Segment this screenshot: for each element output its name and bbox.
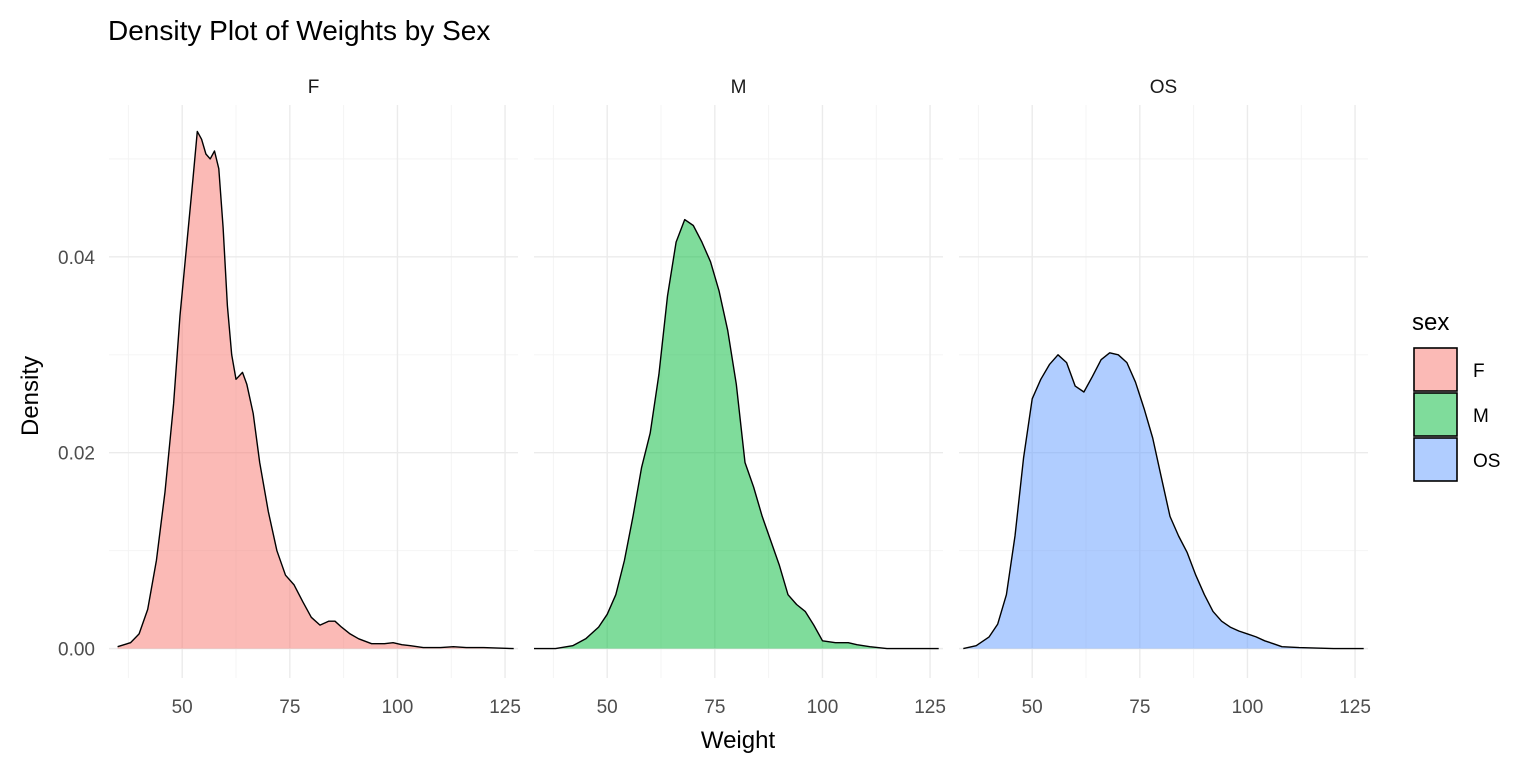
legend-key-m [1414, 393, 1457, 436]
facet-panel-m: M 50 75 100 125 [534, 77, 946, 718]
x-tick-label: 125 [914, 697, 946, 718]
density-area-os [963, 353, 1363, 649]
y-axis-ticks: 0.00 0.02 0.04 [58, 248, 95, 661]
x-tick-label: 125 [1339, 697, 1371, 718]
density-area-m [534, 220, 939, 649]
x-tick-label: 125 [489, 697, 521, 718]
x-tick-label: 75 [704, 697, 725, 718]
x-axis-label: Weight [701, 727, 776, 754]
facet-panels: F 50 75 100 125 M 50 75 100 125 OS 50 75 100 125 [109, 77, 1371, 718]
legend-label-f: F [1473, 361, 1485, 382]
legend-key-f [1414, 348, 1457, 391]
density-area-f [118, 131, 514, 648]
y-tick-label: 0.04 [58, 248, 95, 269]
y-axis-label: Density [17, 356, 44, 436]
x-tick-label: 50 [1022, 697, 1043, 718]
facet-panel-os: OS 50 75 100 125 [959, 77, 1371, 718]
legend-key-os [1414, 438, 1457, 481]
x-tick-label: 100 [382, 697, 414, 718]
x-tick-label: 75 [1129, 697, 1150, 718]
x-tick-label: 75 [279, 697, 300, 718]
legend-label-os: OS [1473, 451, 1500, 472]
x-tick-label: 50 [597, 697, 618, 718]
x-tick-label: 50 [172, 697, 193, 718]
y-tick-label: 0.00 [58, 640, 95, 661]
legend-title: sex [1412, 309, 1449, 336]
chart-title: Density Plot of Weights by Sex [108, 15, 490, 46]
strip-label: OS [1150, 77, 1177, 98]
x-tick-label: 100 [807, 697, 839, 718]
legend: sex F M OS [1412, 309, 1500, 481]
y-tick-label: 0.02 [58, 444, 95, 465]
strip-label: M [731, 77, 747, 98]
strip-label: F [308, 77, 320, 98]
legend-label-m: M [1473, 406, 1489, 427]
facet-panel-f: F 50 75 100 125 [109, 77, 521, 718]
x-tick-label: 100 [1232, 697, 1264, 718]
